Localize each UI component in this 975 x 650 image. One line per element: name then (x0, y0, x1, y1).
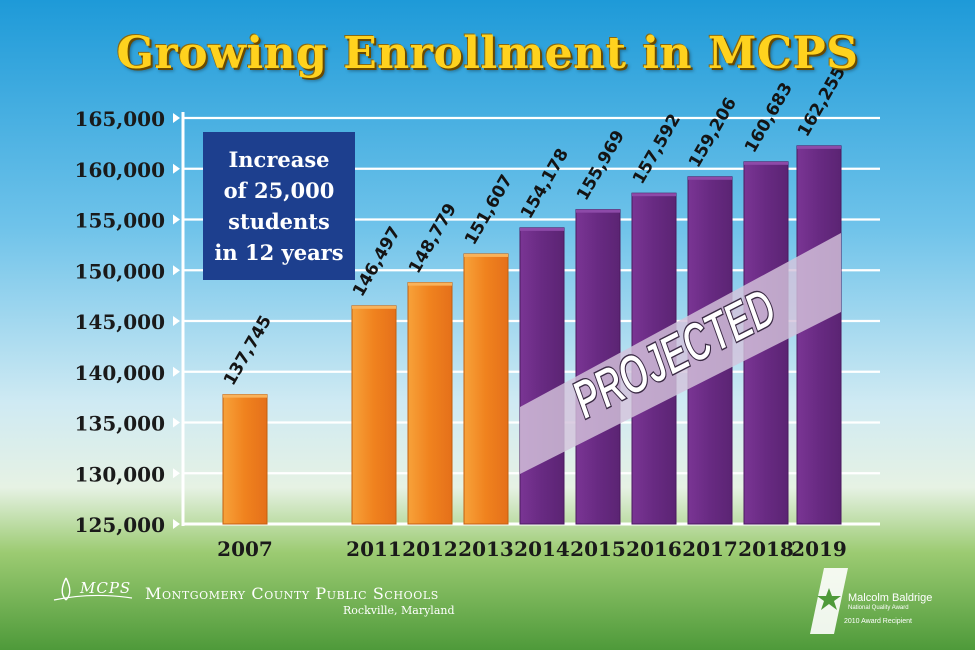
award-year: 2010 Award Recipient (844, 618, 912, 625)
bar-top-edge (408, 282, 452, 286)
award-subtitle: National Quality Award (848, 605, 909, 611)
y-tick-label: 155,000 (75, 209, 165, 233)
bar-top-edge (464, 253, 508, 257)
y-tick-marker (173, 366, 180, 377)
y-tick-marker (173, 113, 180, 123)
projected-band-shape (520, 233, 841, 474)
bar-2019 (796, 145, 842, 525)
bar-2012 (407, 282, 453, 525)
y-tick-label: 160,000 (75, 158, 165, 182)
y-tick-label: 125,000 (75, 513, 165, 537)
x-tick-label-2013: 2013 (458, 537, 514, 561)
note-line: students (228, 209, 330, 234)
y-tick-marker (173, 519, 180, 529)
school-location: Rockville, Maryland (343, 604, 455, 617)
note-line: Increase (228, 147, 330, 172)
bar-2011 (351, 305, 397, 525)
bar-top-edge (688, 176, 732, 180)
y-tick-label: 130,000 (75, 462, 165, 486)
y-tick-label: 150,000 (75, 259, 165, 283)
note-line: in 12 years (214, 240, 344, 265)
school-name: Montgomery County Public Schools (145, 584, 439, 603)
x-tick-label-2016: 2016 (626, 537, 682, 561)
bar-top-edge (223, 394, 267, 398)
bar-top-edge (576, 209, 620, 213)
x-tick-label-2015: 2015 (570, 537, 626, 561)
bar-top-edge (744, 161, 788, 165)
y-tick-marker (173, 468, 180, 479)
y-tick-marker (173, 214, 180, 225)
chart-title: Growing Enrollment in MCPS (116, 28, 859, 79)
bar-top-edge (632, 193, 676, 197)
bar-2013 (463, 253, 509, 525)
y-tick-marker (173, 417, 180, 428)
x-tick-label-2018: 2018 (738, 537, 794, 561)
y-tick-label: 165,000 (75, 107, 165, 131)
tick-labels: 125,000 130,000 135,000 140,000 145,000 150,0… (75, 107, 847, 561)
bar-top-edge (520, 227, 564, 231)
x-tick-label-2019: 2019 (791, 537, 847, 561)
x-tick-label-2011: 2011 (346, 537, 402, 561)
x-tick-label-2017: 2017 (682, 537, 738, 561)
bar-2007 (222, 394, 268, 525)
note-line: of 25,000 (223, 178, 335, 203)
y-tick-label: 145,000 (75, 310, 165, 334)
mcps-logo-icon (53, 577, 133, 601)
y-tick-marker (173, 265, 180, 276)
baldrige-award: Malcolm Baldrige National Quality Award … (806, 566, 966, 636)
bar-2014 (519, 227, 565, 525)
award-name: Malcolm Baldrige (848, 592, 933, 604)
x-tick-label-2012: 2012 (402, 537, 458, 561)
x-tick-label-2014: 2014 (514, 537, 570, 561)
y-tick-marker (173, 163, 180, 174)
baldrige-star-icon (810, 568, 848, 634)
bar-top-edge (352, 305, 396, 309)
bar-top-edge (797, 145, 841, 149)
x-tick-label-2007: 2007 (217, 537, 273, 561)
y-tick-label: 135,000 (75, 412, 165, 436)
increase-note: Increase of 25,000 students in 12 years (203, 132, 355, 280)
y-tick-marker (173, 316, 180, 326)
y-tick-label: 140,000 (75, 361, 165, 385)
mcps-logo-text: MCPS (80, 579, 132, 597)
